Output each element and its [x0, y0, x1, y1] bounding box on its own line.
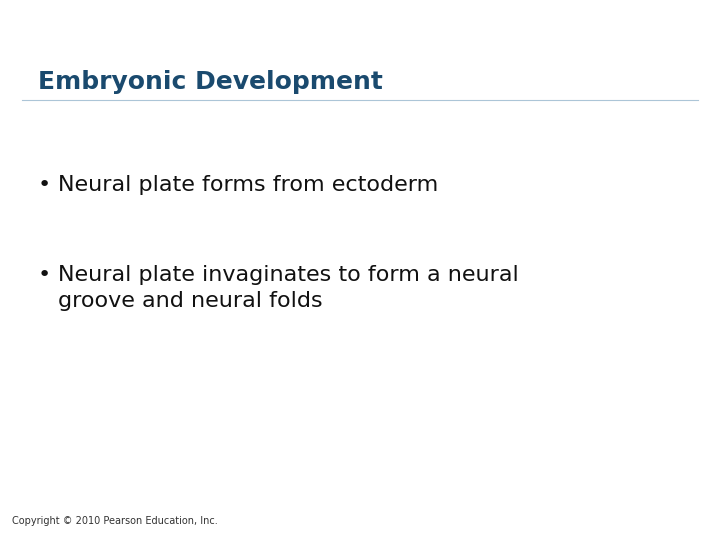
Text: Embryonic Development: Embryonic Development: [38, 70, 383, 94]
Text: groove and neural folds: groove and neural folds: [58, 291, 323, 311]
Text: Copyright © 2010 Pearson Education, Inc.: Copyright © 2010 Pearson Education, Inc.: [12, 516, 217, 526]
Text: Neural plate forms from ectoderm: Neural plate forms from ectoderm: [58, 175, 438, 195]
Text: •: •: [38, 175, 51, 195]
Text: Neural plate invaginates to form a neural: Neural plate invaginates to form a neura…: [58, 265, 518, 285]
Text: •: •: [38, 265, 51, 285]
